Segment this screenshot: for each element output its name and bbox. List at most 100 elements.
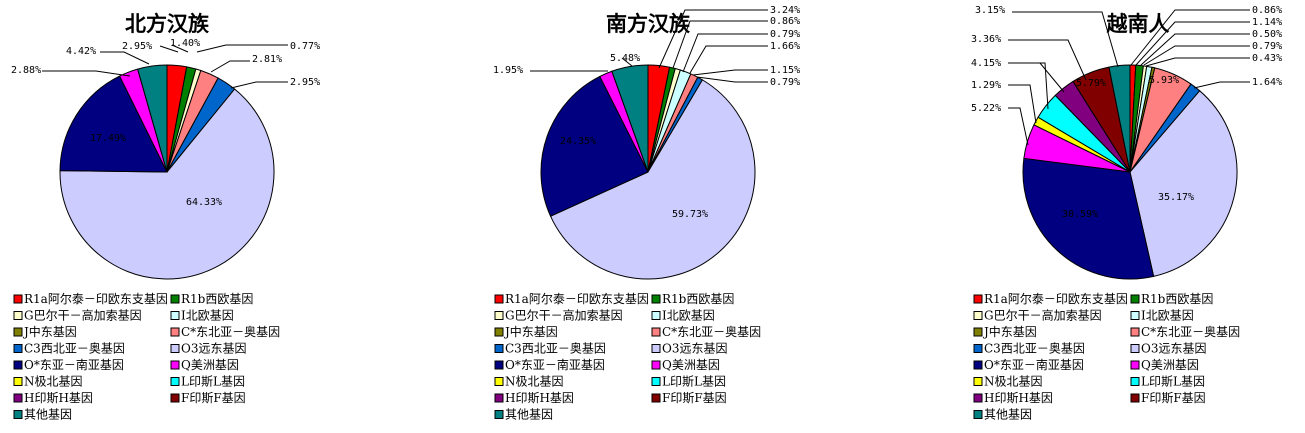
legend-label: G巴尔干－高加索基因 [505, 308, 623, 323]
legend-label: R1a阿尔泰－印欧东支基因 [984, 291, 1128, 306]
pie-chart-2: 南方汉族3.24%0.86%0.79%1.66%1.15%0.79%59.73%… [493, 5, 800, 422]
legend-swatch [494, 311, 504, 320]
legend-swatch [170, 294, 180, 304]
leader-line [672, 20, 768, 69]
legend-swatch [494, 327, 504, 337]
legend-swatch [651, 393, 661, 403]
leader-line [1130, 9, 1250, 66]
legend-label: I北欧基因 [181, 309, 234, 323]
legend-swatch [13, 327, 23, 337]
legend-label: I北欧基因 [662, 309, 715, 323]
legend-label: H印斯H基因 [24, 391, 93, 405]
legend-label: C*东北亚－奥基因 [662, 325, 761, 339]
legend-label: C3西北亚－奥基因 [505, 342, 606, 356]
data-label: 35.17% [1158, 192, 1194, 203]
leader-line [682, 33, 768, 73]
data-label: 0.79% [770, 77, 800, 88]
legend-label: 其他基因 [505, 408, 553, 422]
legend-label: L印斯L基因 [181, 375, 245, 389]
data-label: 3.36% [971, 34, 1001, 45]
legend-swatch [13, 410, 23, 419]
pie-slice [59, 88, 275, 280]
legend-swatch [1130, 311, 1140, 320]
data-label: 17.49% [90, 133, 126, 144]
pie-slice [1108, 64, 1131, 173]
data-label: 5.79% [1076, 78, 1106, 89]
pie-slice [1129, 90, 1238, 277]
legend-swatch [973, 327, 983, 337]
data-label: 4.42% [66, 46, 96, 57]
leader-line [1140, 33, 1250, 66]
legend-swatch [494, 410, 504, 419]
leader-line [1143, 45, 1250, 66]
legend: R1a阿尔泰－印欧东支基因 R1b西欧基因 G巴尔干－高加索基因 I北欧基因 J中东基因… [973, 291, 1240, 422]
leader-line [159, 45, 179, 53]
data-label: 0.77% [290, 41, 320, 52]
legend: R1a阿尔泰－印欧东支基因 R1b西欧基因 G巴尔干－高加索基因 I北欧基因 J中东基因… [494, 291, 761, 422]
legend-swatch [494, 294, 504, 304]
leader-line [1008, 107, 1029, 146]
data-label: 0.50% [1252, 29, 1282, 40]
leader-line [196, 44, 288, 53]
data-label: 1.64% [1252, 77, 1282, 88]
legend-label: J中东基因 [982, 324, 1037, 339]
legend-label: H印斯H基因 [984, 391, 1053, 405]
legend-label: 其他基因 [984, 408, 1032, 422]
legend-label: I北欧基因 [1141, 309, 1194, 323]
chart-title: 南方汉族 [606, 11, 691, 36]
legend-label: L印斯L基因 [662, 375, 726, 389]
legend-label: N极北基因 [505, 375, 564, 389]
leader-line [658, 9, 768, 69]
legend-label: F印斯F基因 [1141, 391, 1206, 405]
legend-label: O3远东基因 [1141, 342, 1206, 356]
legend-swatch [651, 344, 661, 353]
legend-label: G巴尔干－高加索基因 [984, 308, 1102, 323]
legend-swatch [13, 360, 23, 370]
legend-swatch [651, 327, 661, 337]
legend-swatch [973, 360, 983, 370]
leader-line [171, 44, 189, 53]
legend-swatch [651, 360, 661, 370]
legend-swatch [973, 377, 983, 386]
legend-label: F印斯F基因 [181, 391, 246, 405]
data-label: 1.14% [1252, 17, 1282, 28]
leader-line [1135, 21, 1250, 66]
leader-line [42, 70, 131, 77]
pie-slice [611, 64, 649, 173]
legend-swatch [13, 311, 23, 320]
legend-swatch [973, 410, 983, 419]
data-label: 0.79% [1252, 41, 1282, 52]
legend-swatch [13, 344, 23, 353]
legend-label: C*东北亚－奥基因 [181, 325, 280, 339]
data-label: 5.93% [1149, 75, 1179, 86]
data-label: 24.35% [560, 136, 596, 147]
legend-swatch [973, 344, 983, 353]
legend-swatch [651, 377, 661, 386]
leader-line [1008, 39, 1087, 81]
data-label: 64.33% [186, 197, 222, 208]
legend-label: R1a阿尔泰－印欧东支基因 [24, 291, 168, 306]
leader-line [100, 51, 150, 65]
data-label: 1.40% [170, 38, 200, 49]
leader-line [210, 60, 250, 73]
data-label: 5.22% [971, 103, 1001, 114]
pie-slice [59, 75, 168, 173]
legend-label: N极北基因 [984, 375, 1043, 389]
legend-label: R1b西欧基因 [662, 292, 734, 306]
legend-label: J中东基因 [503, 324, 558, 339]
data-label: 1.15% [770, 65, 800, 76]
leader-line [692, 69, 768, 76]
pie-chart-3: 越南人 0.86%1.14%0.50%0.79%0.43% 5.93% 1.64% 35… [971, 5, 1282, 422]
pie-slice [549, 79, 756, 280]
pie-slice [540, 75, 649, 217]
legend-swatch [170, 393, 180, 403]
pie-chart-1: 北方汉族 2.95% 1.40% 0.77% 2.81% 2.95% 64.33% 17.49… [11, 11, 320, 422]
legend-label: N极北基因 [24, 375, 83, 389]
leader-line [1008, 84, 1037, 124]
data-label: 0.86% [1252, 5, 1282, 16]
legend-swatch [651, 311, 661, 320]
legend-swatch [170, 311, 180, 320]
data-label: 2.95% [290, 77, 320, 88]
data-label: 0.86% [770, 16, 800, 27]
